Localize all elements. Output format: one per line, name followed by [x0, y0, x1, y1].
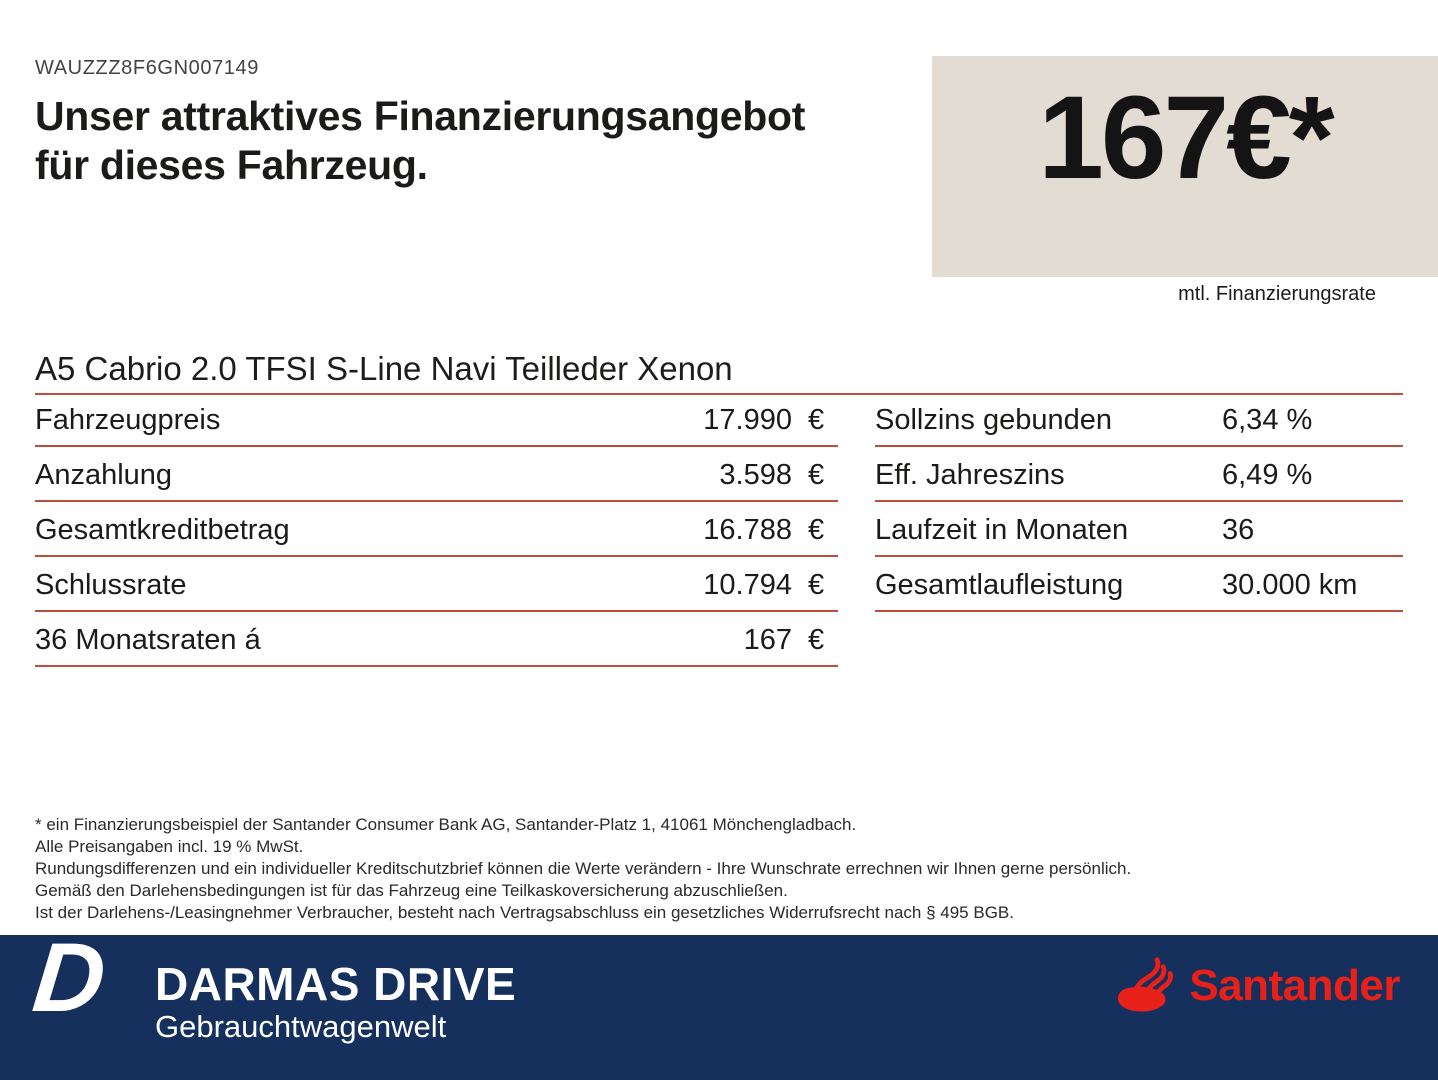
- row-label: Gesamtkreditbetrag: [35, 514, 290, 546]
- row-label: Fahrzeugpreis: [35, 404, 221, 436]
- table-row-sollzins: Sollzins gebunden 6,34 %: [875, 392, 1403, 447]
- row-value: 6,49 %: [1222, 459, 1313, 491]
- row-label: Schlussrate: [35, 569, 187, 601]
- table-row-laufzeit: Laufzeit in Monaten 36: [875, 502, 1403, 557]
- row-unit: €: [808, 514, 825, 546]
- table-row-gesamtkreditbetrag: Gesamtkreditbetrag 16.788 €: [35, 502, 838, 557]
- row-unit: €: [808, 404, 825, 436]
- page-title: Unser attraktives Finanzierungsangebot f…: [35, 92, 805, 190]
- row-value: 36: [1222, 514, 1255, 546]
- row-value: 30.000 km: [1222, 569, 1358, 601]
- disclaimer-line2: Alle Preisangaben incl. 19 % MwSt.: [35, 837, 304, 856]
- table-row-gesamtlaufleistung: Gesamtlaufleistung 30.000 km: [875, 557, 1403, 612]
- table-row-anzahlung: Anzahlung 3.598 €: [35, 447, 838, 502]
- page-title-line1: Unser attraktives Finanzierungsangebot: [35, 93, 806, 139]
- disclaimer-text: * ein Finanzierungsbeispiel der Santande…: [35, 814, 1131, 924]
- vehicle-title: A5 Cabrio 2.0 TFSI S-Line Navi Teilleder…: [35, 350, 733, 387]
- row-value: 16.788: [703, 514, 792, 546]
- row-label: Anzahlung: [35, 459, 173, 491]
- monthly-rate-amount: 167€*: [1038, 72, 1334, 204]
- table-row-jahreszins: Eff. Jahreszins 6,49 %: [875, 447, 1403, 502]
- row-value: 167: [743, 624, 792, 656]
- row-unit: €: [808, 569, 825, 601]
- santander-logo: Santander: [1111, 957, 1400, 1015]
- page-title-line2: für dieses Fahrzeug.: [35, 142, 428, 188]
- monthly-rate-box: 167€* mtl. Finanzierungsrate: [932, 56, 1438, 305]
- row-value: 3.598: [719, 459, 792, 491]
- table-row-monatsraten: 36 Monatsraten á 167 €: [35, 612, 838, 667]
- row-unit: €: [808, 459, 825, 491]
- vin-number: WAUZZZ8F6GN007149: [35, 57, 259, 79]
- row-value: 10.794: [703, 569, 792, 601]
- disclaimer-line4: Gemäß den Darlehensbedingungen ist für d…: [35, 881, 788, 900]
- table-row-schlussrate: Schlussrate 10.794 €: [35, 557, 838, 612]
- row-value: 17.990: [703, 404, 792, 436]
- disclaimer-line1: * ein Finanzierungsbeispiel der Santande…: [35, 815, 857, 834]
- dealer-subtitle: Gebrauchtwagenwelt: [155, 1009, 447, 1044]
- row-label: Sollzins gebunden: [875, 404, 1113, 436]
- table-row-fahrzeugpreis: Fahrzeugpreis 17.990 €: [35, 392, 838, 447]
- dealer-name: DARMAS DRIVE: [155, 958, 517, 1010]
- bank-name: Santander: [1189, 961, 1400, 1010]
- row-unit: €: [808, 624, 825, 656]
- row-label: Eff. Jahreszins: [875, 459, 1065, 491]
- darmas-drive-logo-icon: D: [28, 922, 111, 1032]
- title-divider: [35, 393, 1403, 395]
- disclaimer-line5: Ist der Darlehens-/Leasingnehmer Verbrau…: [35, 903, 1014, 922]
- row-label: Gesamtlaufleistung: [875, 569, 1124, 601]
- monthly-rate-caption: mtl. Finanzierungsrate: [1178, 283, 1376, 305]
- row-label: Laufzeit in Monaten: [875, 514, 1129, 546]
- row-label: 36 Monatsraten á: [35, 624, 261, 656]
- footer-bar: D DARMAS DRIVE Gebrauchtwagenwelt Santan…: [0, 922, 1438, 1080]
- santander-flame-icon: [1118, 957, 1174, 1012]
- row-value: 6,34 %: [1222, 404, 1313, 436]
- disclaimer-line3: Rundungsdifferenzen und ein individuelle…: [35, 859, 1132, 878]
